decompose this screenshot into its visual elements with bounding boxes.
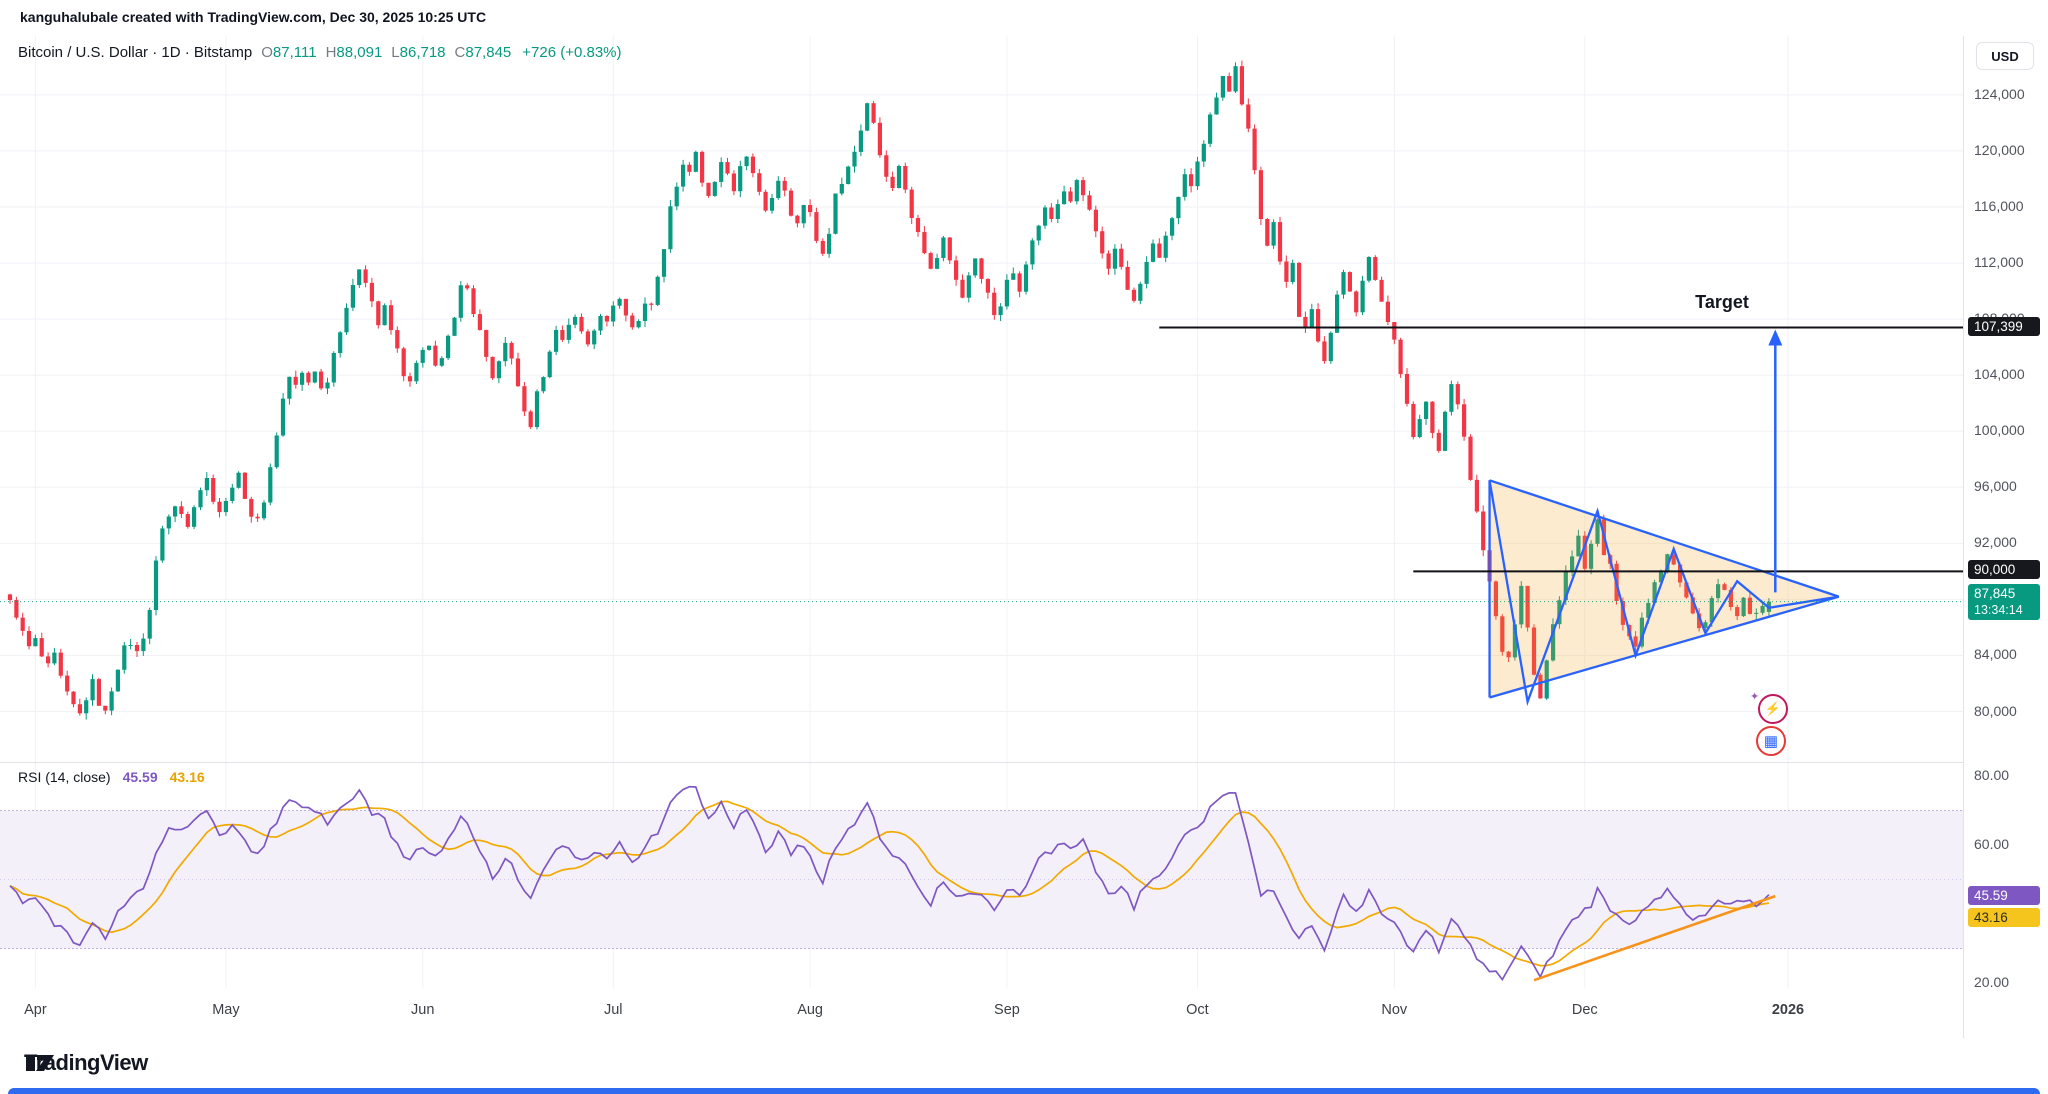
price-axis-label: 96,000 [1974,478,2017,495]
price-axis-label: 92,000 [1974,534,2017,551]
rsi-chart[interactable] [0,763,1963,988]
footer-bar: TradingView [0,1038,2048,1094]
price-axis-label: 112,000 [1974,254,2024,271]
tradingview-logo[interactable]: TradingView [24,1050,148,1076]
grid [0,36,1963,762]
target-annotation[interactable]: Target [1695,292,1749,312]
rsi-axis-label: 80.00 [1974,767,2010,783]
time-axis-label: Jul [603,1002,623,1018]
grid-circle-icon[interactable]: ▦ [1756,726,1786,756]
time-axis[interactable]: Apr May Jun Jul Aug Sep Oct Nov Dec 2026 [0,988,1963,1038]
time-axis-label: 2026 [1771,1002,1805,1018]
currency-button[interactable]: USD [1976,42,2034,70]
time-axis-label: Nov [1381,1002,1408,1018]
price-axis-label: 104,000 [1974,366,2025,383]
flash-circle-icon[interactable]: ✦ ⚡ [1750,691,1788,724]
symbol-title[interactable]: Bitcoin / U.S. Dollar · 1D · Bitstamp [18,44,253,61]
time-axis-label: Apr [24,1002,47,1018]
price-axis-label: 100,000 [1974,422,2025,439]
tradingview-logomark [26,1055,54,1071]
price-axis-label: 80,000 [1974,702,2017,719]
price-axis-label: 116,000 [1974,197,2024,214]
time-axis-label: Sep [994,1002,1020,1018]
ohlc-close: C87,845 [454,44,512,61]
time-axis-label: Jun [411,1002,435,1018]
time-axis-label: May [212,1002,240,1018]
time-axis-label: Aug [797,1002,823,1018]
ohlc-open: O87,111 [261,44,317,61]
pane-separator[interactable] [0,762,2048,763]
ohlc-high: H88,091 [325,44,383,61]
triangle-fill [1489,480,1839,698]
rsi-ma-line [9,800,1770,967]
watermark-text: kanguhalubale created with TradingView.c… [20,9,487,25]
rsi-value: 45.59 [122,769,158,785]
change-value: +726 (+0.83%) [522,44,622,61]
rsi-ma-badge[interactable]: 43.16 [1968,907,2040,927]
price-axis[interactable]: USD [1963,36,2048,1038]
bar-countdown: 13:34:14 [1974,602,2023,617]
watermark-bar: kanguhalubale created with TradingView.c… [0,0,2048,36]
rsi-legend: RSI (14, close) 45.59 43.16 [18,769,205,785]
price-chart[interactable] [0,36,1963,762]
rsi-trendline[interactable] [1533,894,1776,982]
ohlc-low: L86,718 [391,44,446,61]
target-arrow[interactable] [1768,329,1783,593]
price-axis-label: 84,000 [1974,646,2017,663]
rsi-value-badge[interactable]: 45.59 [1968,885,2040,905]
bottom-blue-bar [8,1088,2040,1094]
rsi-axis-label: 20.00 [1974,973,2010,990]
rsi-ma-value: 43.16 [169,769,205,785]
rsi-title[interactable]: RSI (14, close) [18,769,111,785]
support-price-badge[interactable]: 90,000 [1968,560,2040,580]
rsi-line [9,785,1770,982]
target-price-badge[interactable]: 107,399 [1968,316,2040,336]
rsi-axis-label: 60.00 [1974,836,2010,852]
current-price-value: 87,845 [1974,585,2016,601]
time-axis-label: Oct [1186,1002,1209,1018]
candle-bodies [7,66,1771,714]
sparkle-icon: ✦ [1750,691,1760,703]
symbol-legend: Bitcoin / U.S. Dollar · 1D · Bitstamp O8… [18,44,622,61]
time-axis-label: Dec [1571,1002,1598,1018]
rsi-band [0,810,1963,949]
triangle-pattern[interactable] [1488,479,1840,707]
current-price-badge[interactable]: 87,845 13:34:14 [1968,583,2040,620]
price-axis-label: 120,000 [1974,141,2025,158]
price-axis-label: 124,000 [1974,85,2025,102]
